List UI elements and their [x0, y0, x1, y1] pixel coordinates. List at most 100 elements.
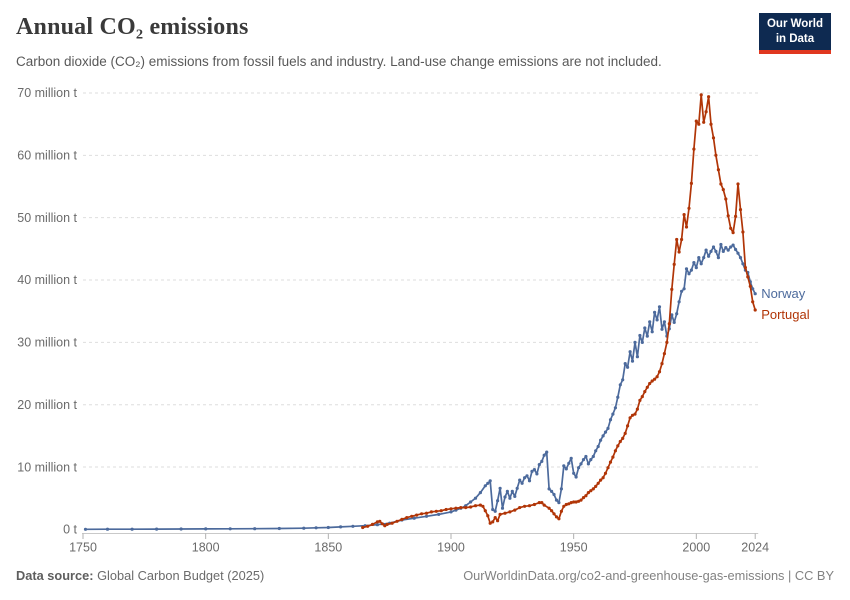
data-point	[378, 519, 382, 523]
data-point	[586, 491, 591, 495]
data-point	[496, 499, 500, 503]
data-point	[473, 496, 478, 500]
data-point	[449, 510, 453, 514]
data-point	[680, 289, 684, 293]
data-point	[83, 527, 88, 531]
data-point	[736, 251, 740, 255]
chart-subtitle: Carbon dioxide (CO₂) emissions from foss…	[16, 54, 662, 69]
data-point	[638, 333, 642, 338]
series-label-portugal[interactable]: Portugal	[761, 307, 810, 322]
data-point	[692, 261, 696, 265]
data-point	[650, 330, 654, 334]
data-point	[557, 501, 561, 505]
data-point	[574, 500, 578, 504]
data-point	[508, 510, 512, 514]
data-point	[748, 284, 752, 288]
data-point	[606, 466, 610, 470]
data-point	[486, 514, 490, 518]
data-point	[682, 213, 686, 217]
data-point	[633, 340, 637, 344]
data-point	[469, 500, 473, 504]
data-point	[491, 520, 495, 524]
owid-logo[interactable]: Our World in Data	[758, 13, 831, 54]
data-point	[635, 407, 640, 411]
data-point	[567, 502, 571, 506]
data-point	[574, 475, 578, 479]
data-point	[653, 377, 657, 381]
data-point	[513, 508, 517, 512]
data-point	[503, 511, 507, 515]
x-axis-tick-label: 1950	[560, 541, 588, 555]
page-title: Annual CO₂ emissions	[16, 14, 249, 40]
data-point	[697, 256, 701, 260]
data-point	[584, 494, 588, 498]
data-point	[670, 287, 674, 291]
data-point	[648, 320, 652, 324]
data-point	[491, 507, 495, 512]
data-point	[677, 250, 681, 254]
data-point	[751, 300, 755, 304]
data-point	[552, 492, 556, 497]
data-point	[643, 326, 647, 330]
data-point	[550, 489, 554, 493]
data-point	[699, 93, 703, 97]
data-point	[729, 245, 733, 249]
x-axis-tick-label: 1800	[192, 541, 220, 555]
data-point	[581, 458, 586, 462]
data-point	[493, 516, 497, 520]
data-point	[486, 481, 490, 485]
x-axis-tick-label: 2000	[682, 541, 710, 555]
data-point	[630, 359, 635, 363]
y-axis-tick-label: 30 million t	[17, 336, 77, 350]
data-point	[552, 512, 556, 516]
data-point	[734, 247, 738, 252]
data-point	[741, 262, 745, 266]
data-point	[370, 522, 375, 527]
data-point	[564, 467, 568, 471]
data-point	[228, 527, 232, 531]
data-point	[711, 136, 716, 140]
data-source: Data source: Global Carbon Budget (2025)	[16, 568, 264, 583]
data-point	[613, 449, 618, 453]
series-label-norway[interactable]: Norway	[761, 286, 806, 301]
data-point	[682, 287, 686, 291]
data-point	[478, 491, 482, 495]
data-point	[726, 214, 730, 218]
data-point	[711, 245, 716, 249]
data-point	[505, 489, 509, 493]
data-point	[562, 504, 566, 508]
data-point	[709, 249, 713, 253]
data-point	[542, 503, 546, 507]
data-point	[623, 362, 627, 366]
data-point	[424, 514, 429, 518]
data-point	[473, 504, 478, 508]
data-point	[366, 524, 370, 528]
data-point	[375, 523, 379, 527]
data-point	[400, 517, 404, 522]
data-point	[628, 350, 632, 354]
data-point	[395, 519, 399, 523]
data-point	[675, 237, 679, 242]
data-point	[277, 526, 281, 531]
license-link[interactable]: OurWorldinData.org/co2-and-greenhouse-ga…	[463, 568, 834, 583]
data-point	[567, 461, 571, 465]
data-point	[635, 355, 640, 359]
data-point	[410, 514, 414, 518]
y-axis-tick-label: 70 million t	[17, 86, 77, 100]
data-point	[155, 527, 159, 531]
data-point	[640, 340, 644, 344]
data-point	[738, 208, 743, 212]
data-point	[523, 504, 527, 508]
data-point	[542, 453, 546, 457]
data-point	[611, 455, 615, 459]
data-point	[719, 242, 723, 247]
data-point	[503, 495, 507, 499]
data-point	[405, 516, 409, 520]
data-point	[734, 214, 738, 218]
data-point	[547, 487, 551, 491]
data-point	[704, 248, 708, 252]
data-point	[532, 502, 537, 507]
data-point	[535, 472, 539, 476]
data-point	[498, 486, 502, 490]
